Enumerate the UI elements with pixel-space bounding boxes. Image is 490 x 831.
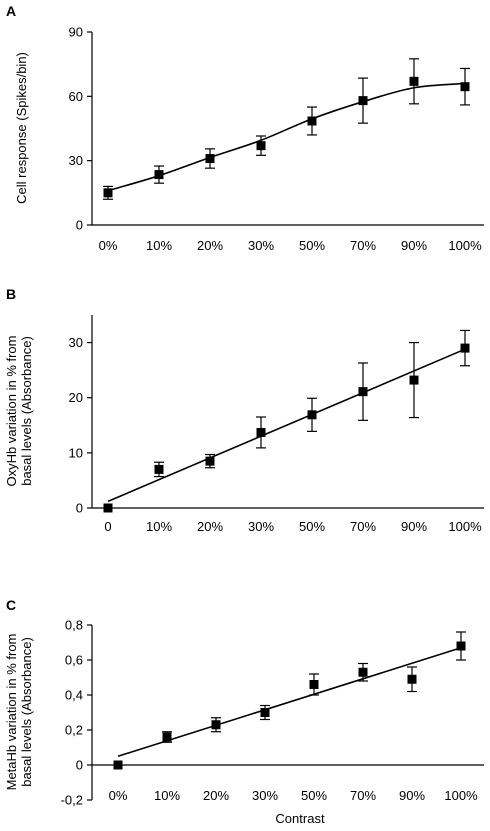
y-axis-title-line: MetaHb variation in % from (4, 634, 19, 791)
data-point (309, 680, 319, 689)
panel-a: A 0 30 60 90 Cell response (Spikes/bin) 0% 10% 2… (6, 3, 484, 253)
x-tick-label: 50% (299, 519, 325, 534)
data-point (358, 667, 368, 677)
x-tick-label: 30% (252, 788, 278, 803)
x-tick-label: 0 (104, 519, 111, 534)
x-tick-label: 70% (350, 788, 376, 803)
y-axis-title: MetaHb variation in % frombasal levels (… (4, 634, 34, 791)
y-tick-label: 20 (69, 390, 83, 405)
x-tick-label: 90% (401, 238, 427, 253)
data-point (205, 154, 215, 164)
x-tick-label: 70% (350, 238, 376, 253)
y-tick-label: 0 (76, 218, 83, 233)
data-point (460, 82, 470, 92)
x-tick-label: 100% (448, 519, 482, 534)
x-tick-label: 30% (248, 519, 274, 534)
y-tick-label: 90 (69, 25, 83, 40)
data-point (409, 76, 419, 86)
x-tick-label: 10% (146, 519, 172, 534)
y-axis-title-line: basal levels (Absorbance) (19, 637, 34, 787)
fit-line (117, 646, 462, 758)
x-tick-label: 10% (146, 238, 172, 253)
y-axis-title-line: OxyHb variation in % from (4, 336, 19, 487)
data-point (358, 387, 368, 397)
y-tick-label: 0 (76, 501, 83, 516)
data-point (154, 170, 164, 180)
data-point (256, 427, 266, 437)
y-tick-label: -0,2 (61, 793, 83, 808)
panel-letter: B (6, 286, 16, 302)
data-point (460, 343, 470, 353)
y-tick-label: 0,2 (65, 723, 83, 738)
y-axis-title: Cell response (Spikes/bin) (14, 52, 29, 204)
y-axis-title: OxyHb variation in % frombasal levels (A… (4, 336, 34, 487)
panel-c: C -0,2 0 0,2 0,4 0,6 0,8 MetaHb variation in % … (4, 597, 484, 808)
x-tick-label: 20% (197, 519, 223, 534)
y-tick-label: 60 (69, 89, 83, 104)
x-tick-label: 10% (154, 788, 180, 803)
data-point (211, 720, 221, 730)
x-tick-label: 0% (109, 788, 128, 803)
data-point (154, 464, 164, 474)
x-tick-label: 100% (448, 238, 482, 253)
data-point (407, 674, 417, 684)
data-point (456, 641, 466, 651)
data-point (205, 456, 215, 466)
fit-line (107, 348, 466, 503)
x-tick-label: 50% (301, 788, 327, 803)
x-tick-label: 20% (203, 788, 229, 803)
y-tick-label: 0,8 (65, 618, 83, 633)
y-axis-title-line: basal levels (Absorbance) (19, 336, 34, 486)
panel-letter: A (6, 3, 16, 19)
y-tick-label: 0,6 (65, 653, 83, 668)
data-point (307, 410, 317, 420)
panel-b: B 0 10 20 30 OxyHb variation in % frombasal l… (4, 286, 484, 534)
x-tick-label: 20% (197, 238, 223, 253)
x-tick-label: 30% (248, 238, 274, 253)
y-tick-label: 30 (69, 335, 83, 350)
y-tick-label: 0 (76, 758, 83, 773)
y-tick-label: 0,4 (65, 688, 83, 703)
x-tick-label: 100% (444, 788, 478, 803)
x-tick-label: 90% (401, 519, 427, 534)
y-axis-title-line: Cell response (Spikes/bin) (14, 52, 29, 204)
panel-letter: C (6, 597, 16, 613)
x-tick-label: 70% (350, 519, 376, 534)
data-point (103, 503, 113, 513)
data-point (162, 732, 172, 742)
data-point (260, 708, 270, 717)
data-point (113, 760, 123, 770)
x-tick-label: 90% (399, 788, 425, 803)
y-tick-label: 10 (69, 445, 83, 460)
data-point (256, 141, 266, 151)
x-tick-label: 0% (99, 238, 118, 253)
data-point (103, 188, 113, 198)
y-tick-label: 30 (69, 153, 83, 168)
x-tick-label: 50% (299, 238, 325, 253)
data-point (409, 375, 419, 385)
data-point (307, 116, 317, 126)
x-axis-title: Contrast (275, 811, 325, 826)
data-point (358, 96, 368, 106)
